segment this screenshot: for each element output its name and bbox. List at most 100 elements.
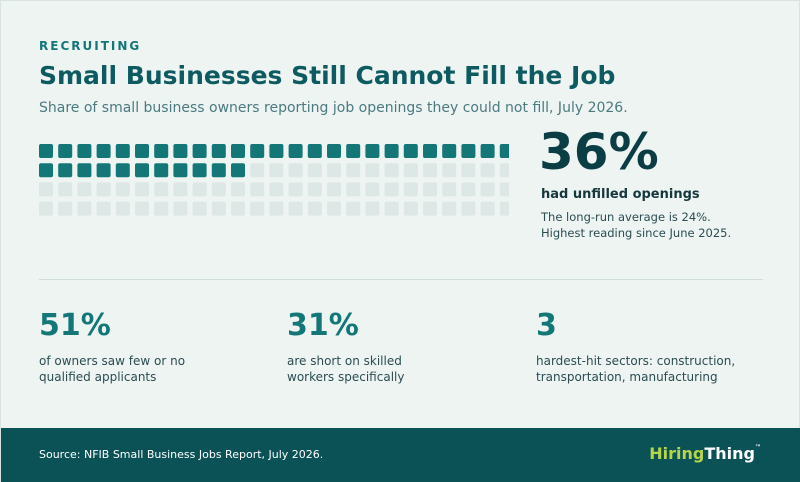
waffle-cell-empty [58, 182, 73, 197]
waffle-cell-empty [96, 201, 111, 216]
waffle-cell-filled [423, 144, 437, 158]
stat-value: 51% [39, 308, 111, 343]
waffle-cell-empty [39, 201, 53, 216]
waffle-cell-empty [307, 201, 322, 216]
waffle-cell-empty [403, 201, 418, 216]
waffle-cell-filled [173, 163, 188, 178]
waffle-cell-empty [231, 201, 245, 216]
stat-description-line-2: workers specifically [287, 370, 405, 384]
waffle-cell-filled [327, 144, 341, 158]
waffle-cell-empty [480, 182, 495, 197]
waffle-cell-empty [269, 182, 284, 197]
waffle-cell-empty [499, 201, 509, 216]
waffle-cell-empty [423, 182, 437, 197]
headline-note: The long-run average is 24%. Highest rea… [541, 209, 781, 241]
waffle-cell-empty [307, 163, 322, 178]
waffle-cell-empty [135, 201, 149, 216]
stat-description-line-2: qualified applicants [39, 370, 157, 384]
waffle-cell-empty [384, 182, 399, 197]
waffle-cell-empty [173, 201, 188, 216]
waffle-cell-empty [480, 201, 495, 216]
waffle-cell-empty [115, 182, 130, 197]
waffle-cell-empty [192, 201, 207, 216]
waffle-cell-empty [442, 201, 457, 216]
waffle-cell-empty [403, 182, 418, 197]
page-subtitle: Share of small business owners reporting… [39, 100, 628, 116]
waffle-cell-empty [327, 201, 341, 216]
waffle-cell-filled [154, 163, 169, 178]
waffle-cell-empty [211, 182, 226, 197]
waffle-cell-empty [480, 163, 495, 178]
waffle-cell-filled [192, 144, 207, 158]
stat-description: are short on skilled workers specificall… [287, 353, 507, 385]
waffle-cell-empty [423, 163, 437, 178]
waffle-cell-empty [461, 163, 476, 178]
waffle-cell-empty [346, 163, 361, 178]
waffle-cell-filled [115, 144, 130, 158]
waffle-cell-filled [77, 144, 92, 158]
waffle-cell-filled [58, 144, 73, 158]
waffle-cell-filled [211, 144, 226, 158]
waffle-cell-empty [384, 163, 399, 178]
waffle-cell-empty [269, 163, 284, 178]
waffle-cell-empty [211, 201, 226, 216]
waffle-cell-empty [39, 182, 53, 197]
waffle-cell-empty [96, 182, 111, 197]
waffle-cell-empty [442, 182, 457, 197]
stat-value: 31% [287, 308, 359, 343]
waffle-cell-empty [192, 182, 207, 197]
waffle-cell-empty [77, 201, 92, 216]
waffle-cell-empty [384, 201, 399, 216]
stat-applicants: 51% of owners saw few or no qualified ap… [39, 311, 259, 385]
waffle-cell-empty [231, 182, 245, 197]
headline-note-line-2: Highest reading since June 2025. [541, 226, 732, 240]
footer: Source: NFIB Small Business Jobs Report,… [1, 428, 800, 482]
waffle-cell-empty [288, 201, 303, 216]
waffle-cell-empty [288, 182, 303, 197]
waffle-cell-filled [211, 163, 226, 178]
waffle-cell-empty [346, 201, 361, 216]
waffle-cell-empty [423, 201, 437, 216]
waffle-cell-empty [307, 182, 322, 197]
stat-description-line-1: are short on skilled [287, 354, 402, 368]
waffle-cell-filled [115, 163, 130, 178]
waffle-cell-empty [250, 182, 265, 197]
waffle-cell-empty [327, 163, 341, 178]
waffle-cell-empty [250, 201, 265, 216]
waffle-cell-empty [135, 182, 149, 197]
waffle-cell-empty [346, 182, 361, 197]
waffle-chart [39, 144, 509, 216]
waffle-cell-empty [58, 201, 73, 216]
waffle-cell-empty [365, 182, 380, 197]
waffle-cell-empty [499, 182, 509, 197]
headline-label: had unfilled openings [541, 187, 700, 202]
waffle-cell-empty [154, 182, 169, 197]
waffle-cell-empty [173, 182, 188, 197]
waffle-cell-filled [480, 144, 495, 158]
waffle-cell-empty [115, 201, 130, 216]
brand-logo: HiringThing™ [649, 444, 761, 463]
waffle-cell-empty [461, 201, 476, 216]
waffle-cell-filled [154, 144, 169, 158]
waffle-cell-filled [58, 163, 73, 178]
waffle-cell-filled [77, 163, 92, 178]
waffle-cell-filled [192, 163, 207, 178]
waffle-cell-empty [461, 182, 476, 197]
waffle-cell-filled [135, 163, 149, 178]
waffle-cell-filled [269, 144, 284, 158]
logo-part-1: Hiring [649, 444, 705, 463]
waffle-cell-filled [288, 144, 303, 158]
waffle-cell-filled [250, 144, 265, 158]
waffle-cell-filled [461, 144, 476, 158]
waffle-cell-filled [173, 144, 188, 158]
waffle-cell-empty [365, 163, 380, 178]
stat-sectors: 3 hardest-hit sectors: construction, tra… [536, 311, 776, 385]
headline-value: 36% [539, 123, 659, 181]
waffle-cell-filled [231, 144, 245, 158]
waffle-cell-empty [250, 163, 265, 178]
stat-description-line-2: transportation, manufacturing [536, 370, 718, 384]
waffle-cell-empty [327, 182, 341, 197]
waffle-cell-filled [96, 144, 111, 158]
waffle-cell-filled [403, 144, 418, 158]
